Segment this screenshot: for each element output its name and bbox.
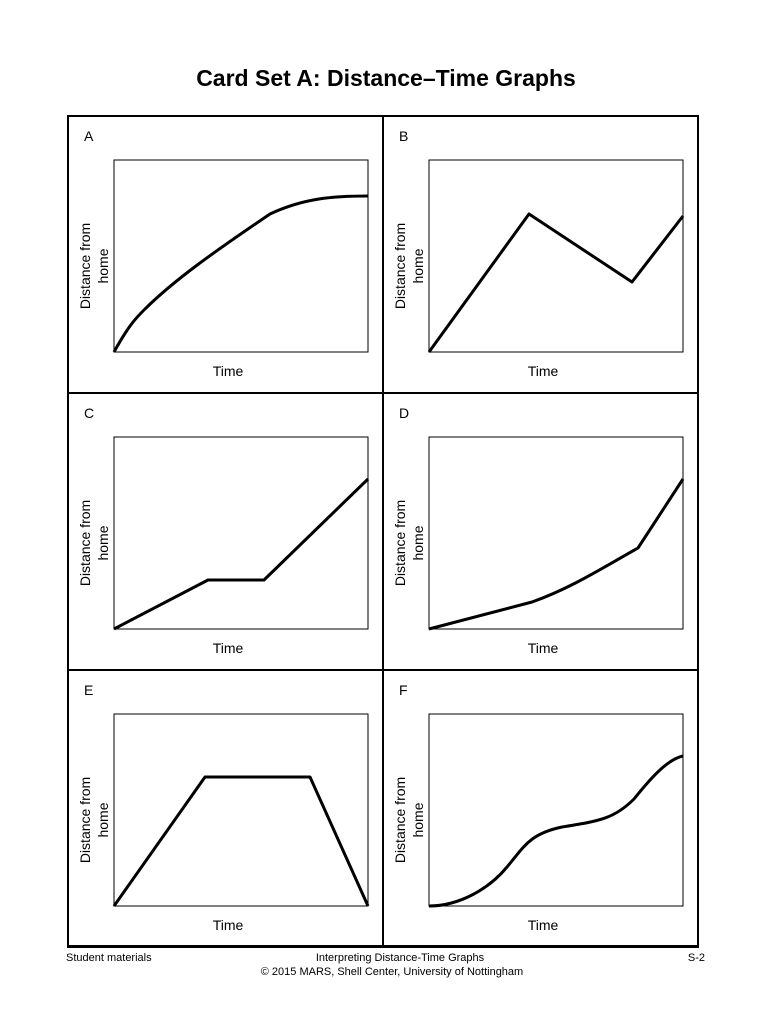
plot-box	[113, 159, 369, 353]
title: Card Set A: Distance–Time Graphs	[196, 65, 576, 91]
footer-center: Interpreting Distance-Time Graphs	[316, 952, 485, 964]
y-axis-label: home	[410, 802, 426, 837]
y-axis-label: home	[95, 525, 111, 560]
y-axis-label: home	[95, 248, 111, 283]
y-axis-label: home	[95, 802, 111, 837]
card: B Time Distance from home	[382, 115, 699, 394]
curve	[112, 194, 369, 353]
curve	[112, 775, 370, 907]
x-axis-label: Time	[213, 640, 244, 656]
plot-box	[428, 436, 684, 630]
y-axis-label: Distance from	[77, 777, 93, 863]
curve	[113, 477, 370, 631]
x-axis-label: Time	[528, 640, 559, 656]
curve	[428, 754, 684, 908]
card-letter: D	[399, 405, 409, 421]
card: F Time Distance from home	[382, 669, 699, 948]
y-axis-label: home	[410, 248, 426, 283]
y-axis-label: Distance from	[392, 500, 408, 586]
y-axis-label: Distance from	[77, 223, 93, 309]
plot-box	[113, 436, 369, 630]
plot-box	[428, 713, 684, 907]
plot-box	[113, 713, 369, 907]
x-axis-label: Time	[528, 917, 559, 933]
footer-right: S-2	[688, 952, 705, 964]
x-axis-label: Time	[213, 917, 244, 933]
y-axis-label: Distance from	[77, 500, 93, 586]
card-border	[382, 669, 699, 948]
card-letter: E	[84, 682, 93, 698]
card-letter: B	[399, 128, 408, 144]
x-axis-label: Time	[213, 363, 244, 379]
curve	[428, 478, 685, 631]
x-axis-label: Time	[528, 363, 559, 379]
plot-box	[428, 159, 684, 353]
card-letter: C	[84, 405, 94, 421]
y-axis-label: Distance from	[392, 777, 408, 863]
curve	[427, 212, 685, 353]
y-axis-label: home	[410, 525, 426, 560]
y-axis-label: Distance from	[392, 223, 408, 309]
card-letter: A	[84, 128, 94, 144]
card-letter: F	[399, 682, 408, 698]
footer-left: Student materials	[66, 952, 152, 964]
footer-copyright: © 2015 MARS, Shell Center, University of…	[261, 966, 523, 978]
